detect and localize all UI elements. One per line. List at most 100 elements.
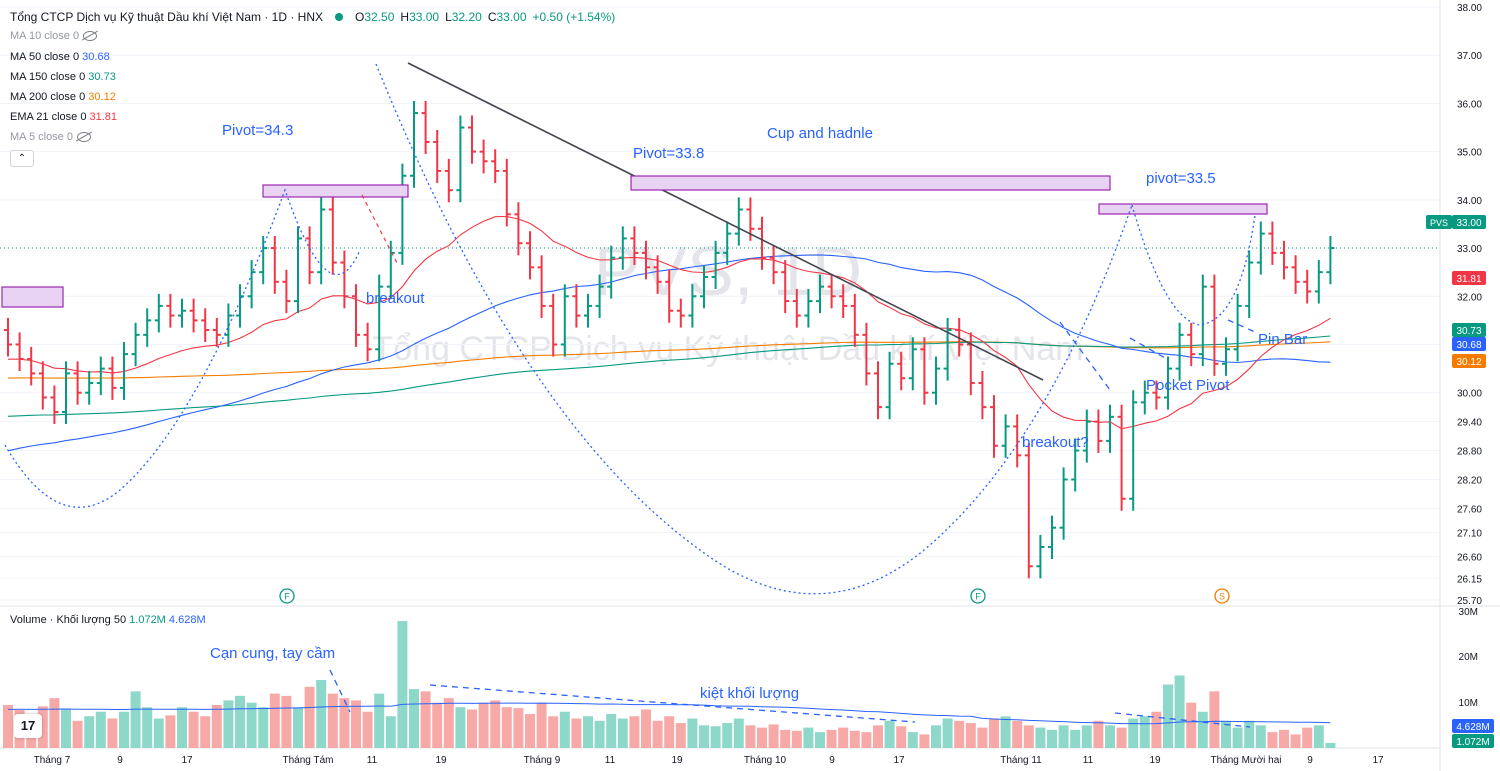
symbol-tag-text: PVS bbox=[1430, 218, 1448, 228]
volume-bar bbox=[362, 711, 373, 748]
price-tick-label: 27.60 bbox=[1457, 504, 1482, 515]
time-tick-label: 11 bbox=[605, 755, 616, 766]
volume-bar bbox=[907, 732, 918, 748]
volume-bar bbox=[849, 730, 860, 748]
volume-legend[interactable]: Volume · Khối lượng 50 1.072M 4.628M bbox=[10, 614, 206, 626]
volume-bar bbox=[281, 695, 292, 748]
time-tick-label: Tháng 11 bbox=[1000, 755, 1042, 766]
volume-bar bbox=[513, 708, 524, 748]
event-marker-label: F bbox=[975, 592, 981, 602]
volume-bar bbox=[942, 718, 953, 748]
indicator-value: 30.73 bbox=[88, 71, 116, 83]
price-tick-label: 25.70 bbox=[1457, 596, 1482, 607]
price-tick-label: 32.00 bbox=[1457, 292, 1482, 303]
cup-curve-main bbox=[375, 63, 1133, 595]
volume-bar bbox=[293, 707, 303, 748]
ma150-line bbox=[7, 335, 1331, 417]
indicator-ma200[interactable]: MA 200 close 0 30.12 bbox=[10, 91, 116, 103]
volume-bar bbox=[246, 702, 257, 748]
price-tick-label: 28.20 bbox=[1457, 475, 1482, 486]
event-marker-label: S bbox=[1219, 592, 1225, 602]
volume-bar bbox=[548, 716, 559, 748]
eye-off-icon[interactable] bbox=[83, 31, 98, 42]
indicator-ma5[interactable]: MA 5 close 0 bbox=[10, 131, 91, 143]
collapse-legend-button[interactable]: ⌃ bbox=[10, 150, 34, 167]
volume-bar bbox=[931, 725, 941, 748]
volume-bar bbox=[339, 698, 350, 748]
volume-bar bbox=[1012, 720, 1023, 748]
trend-line bbox=[407, 62, 1044, 381]
volume-bar bbox=[965, 723, 976, 748]
volume-bar bbox=[559, 711, 570, 748]
volume-bar bbox=[977, 727, 988, 748]
volume-bar bbox=[1313, 725, 1324, 748]
volume-bar bbox=[177, 707, 187, 748]
indicator-label: EMA 21 close 0 bbox=[10, 111, 87, 123]
ohlc-bars bbox=[4, 101, 1335, 579]
volume-bar bbox=[61, 709, 71, 748]
volume-bar bbox=[490, 700, 501, 748]
volume-bar bbox=[1221, 720, 1231, 748]
volume-bar bbox=[1174, 675, 1185, 748]
time-tick-label: 17 bbox=[893, 755, 905, 766]
event-marker-icon bbox=[279, 588, 295, 604]
volume-bar bbox=[84, 716, 95, 748]
price-label-box bbox=[1452, 323, 1486, 337]
volume-arrow bbox=[329, 669, 351, 713]
volume-bar bbox=[409, 689, 419, 748]
volume-bar bbox=[107, 718, 118, 748]
volume-bar bbox=[525, 714, 535, 748]
annotation-text: Pin Bar bbox=[1258, 331, 1307, 348]
volume-bar bbox=[861, 732, 872, 748]
volume-bar bbox=[733, 718, 744, 748]
indicator-value: 30.12 bbox=[88, 91, 116, 103]
volume-legend-v2: 4.628M bbox=[168, 614, 206, 626]
volume-bar bbox=[1058, 725, 1069, 748]
annotation-text: Pocket Pivot bbox=[1146, 377, 1230, 394]
volume-axis[interactable]: 30M 20M 10M 4.628M 1.072M bbox=[1452, 607, 1494, 748]
time-tick-label: Tháng 7 bbox=[34, 755, 71, 766]
open-label: O bbox=[355, 10, 365, 24]
symbol-title[interactable]: Tổng CTCP Dịch vụ Kỹ thuật Dầu khí Việt … bbox=[10, 10, 324, 24]
volume-bar bbox=[745, 725, 756, 748]
volume-bar bbox=[374, 693, 385, 748]
annotation-text: Pivot=33.8 bbox=[633, 145, 704, 162]
volume-bar bbox=[1000, 716, 1011, 748]
volume-bar bbox=[153, 718, 164, 748]
volume-bar bbox=[1163, 684, 1173, 748]
volume-tick-label: 10M bbox=[1459, 698, 1478, 709]
volume-bar bbox=[467, 709, 477, 748]
time-tick-label: 9 bbox=[117, 755, 123, 766]
indicator-label: MA 5 close 0 bbox=[10, 131, 73, 143]
indicator-ema21[interactable]: EMA 21 close 0 31.81 bbox=[10, 111, 117, 123]
indicator-value: 30.68 bbox=[82, 51, 110, 63]
time-axis[interactable]: Tháng 7 9 17 Tháng Tám 11 19 Tháng 9 11 19 Tháng … bbox=[34, 755, 1384, 766]
volume-bar bbox=[722, 723, 733, 748]
price-tick-label: 26.60 bbox=[1457, 553, 1482, 564]
volume-tick-label: 30M bbox=[1459, 607, 1478, 618]
indicator-ma10[interactable]: MA 10 close 0 bbox=[10, 30, 98, 42]
volume-bar bbox=[606, 714, 617, 748]
time-tick-label: Tháng 10 bbox=[744, 755, 787, 766]
volume-bar bbox=[49, 698, 60, 748]
volume-bar bbox=[687, 718, 698, 748]
volume-bar bbox=[1151, 711, 1162, 748]
price-tick-label: 34.00 bbox=[1457, 196, 1482, 207]
price-axis[interactable]: 38.0037.0036.0035.0034.0033.0032.0031.00… bbox=[1426, 3, 1486, 607]
volume-label-box bbox=[1452, 719, 1494, 733]
price-label-text: 31.81 bbox=[1456, 274, 1481, 285]
volume-bar bbox=[1093, 720, 1104, 748]
time-tick-label: Tháng Mười hai bbox=[1210, 755, 1281, 766]
tradingview-logo[interactable]: 17 bbox=[14, 714, 42, 738]
volume-bar bbox=[583, 716, 593, 748]
indicator-label: MA 50 close 0 bbox=[10, 51, 80, 63]
drawings[interactable] bbox=[1, 62, 1268, 728]
volume-bar bbox=[768, 724, 779, 748]
pivot-box bbox=[1, 286, 64, 308]
indicator-ma50[interactable]: MA 50 close 0 30.68 bbox=[10, 51, 110, 63]
eye-off-icon[interactable] bbox=[76, 132, 91, 143]
indicator-ma150[interactable]: MA 150 close 0 30.73 bbox=[10, 71, 116, 83]
close-label: C bbox=[487, 10, 497, 24]
